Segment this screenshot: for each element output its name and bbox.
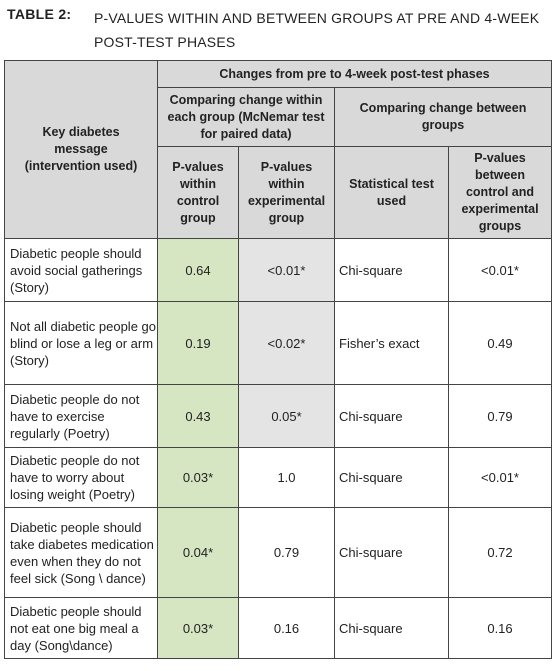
row-message: Diabetic people do not have to worry abo… — [4, 447, 158, 508]
row-statistical-test: Chi-square — [334, 507, 449, 598]
table-row: Diabetic people should avoid social gath… — [4, 238, 553, 302]
p-values-table: Key diabetes message (intervention used)… — [4, 60, 553, 659]
row-between-pvalue: 0.16 — [447, 597, 553, 659]
table-caption: TABLE 2: P-VALUES WITHIN AND BETWEEN GRO… — [7, 6, 552, 54]
row-between-pvalue: 0.79 — [447, 384, 553, 448]
table-row: Diabetic people should not eat one big m… — [4, 597, 553, 659]
row-experimental-pvalue: 0.16 — [238, 597, 335, 659]
row-statistical-test: Chi-square — [334, 384, 449, 448]
row-message: Not all diabetic people go blind or lose… — [4, 301, 158, 385]
table-title: P-VALUES WITHIN AND BETWEEN GROUPS AT PR… — [94, 10, 540, 50]
table-row: Diabetic people do not have to exercise … — [4, 384, 553, 448]
row-statistical-test: Chi-square — [334, 597, 449, 659]
row-control-pvalue: 0.04* — [157, 507, 239, 598]
row-between-pvalue: 0.49 — [447, 301, 553, 385]
row-experimental-pvalue: 0.79 — [238, 507, 335, 598]
row-statistical-test: Chi-square — [334, 447, 449, 508]
row-control-pvalue: 0.43 — [157, 384, 239, 448]
row-message: Diabetic people should not eat one big m… — [4, 597, 158, 659]
row-between-pvalue: <0.01* — [447, 238, 553, 302]
header-between-groups: Comparing change between groups — [333, 87, 553, 147]
row-between-pvalue: <0.01* — [447, 447, 553, 508]
header-within-groups: Comparing change within each group (McNe… — [157, 87, 335, 147]
row-message: Diabetic people should take diabetes med… — [4, 507, 158, 598]
row-message: Diabetic people should avoid social gath… — [4, 238, 158, 302]
row-control-pvalue: 0.03* — [157, 597, 239, 659]
header-statistical-test: Statistical test used — [334, 146, 449, 239]
table-row: Diabetic people should take diabetes med… — [4, 507, 553, 598]
header-changes: Changes from pre to 4-week post-test pha… — [156, 60, 553, 88]
row-statistical-test: Fisher’s exact — [334, 301, 449, 385]
header-key-message: Key diabetes message (intervention used) — [4, 60, 158, 239]
table-row: Not all diabetic people go blind or lose… — [4, 301, 553, 385]
row-statistical-test: Chi-square — [334, 238, 449, 302]
row-experimental-pvalue: <0.02* — [238, 301, 335, 385]
row-between-pvalue: 0.72 — [447, 507, 553, 598]
row-control-pvalue: 0.03* — [157, 447, 239, 508]
table-label: TABLE 2: — [7, 6, 72, 22]
row-experimental-pvalue: 0.05* — [238, 384, 335, 448]
header-experimental-pvalue: P-values within experimental group — [238, 146, 335, 239]
row-experimental-pvalue: 1.0 — [238, 447, 335, 508]
row-control-pvalue: 0.64 — [157, 238, 239, 302]
header-between-pvalue: P-values between control and experimenta… — [447, 146, 553, 239]
row-experimental-pvalue: <0.01* — [238, 238, 335, 302]
row-message: Diabetic people do not have to exercise … — [4, 384, 158, 448]
header-control-pvalue: P-values within control group — [157, 146, 239, 239]
table-row: Diabetic people do not have to worry abo… — [4, 447, 553, 508]
row-control-pvalue: 0.19 — [157, 301, 239, 385]
